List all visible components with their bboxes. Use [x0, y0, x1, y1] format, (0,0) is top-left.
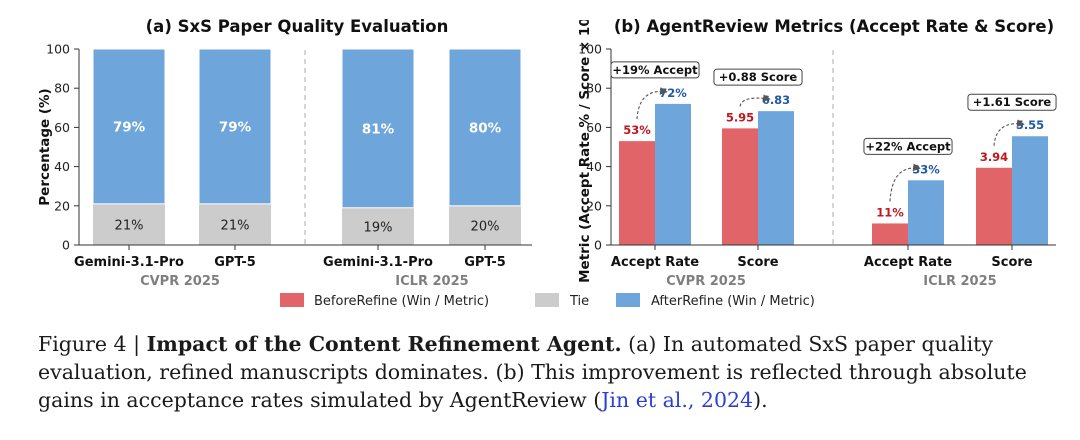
chart-a-ytick-label: 0: [62, 238, 70, 253]
chart-a-title: (a) SxS Paper Quality Evaluation: [146, 17, 449, 36]
legend-label-after: AfterRefine (Win / Metric): [651, 294, 815, 309]
figure: (a) SxS Paper Quality Evaluation Percent…: [37, 11, 1057, 309]
chart-a-bar-tie: [449, 205, 521, 245]
chart-b-xtick-label: Score: [991, 255, 1032, 270]
chart-a-ylabel: Percentage (%): [37, 88, 53, 205]
caption-label: Figure 4 |: [38, 332, 141, 356]
legend-label-before: BeforeRefine (Win / Metric): [314, 294, 489, 309]
chart-b-gain-arrow: [739, 94, 771, 107]
chart-a-label-tie: 20%: [471, 219, 500, 234]
chart-b-ytick-label: 60: [586, 120, 602, 135]
chart-b-xtick-label: Score: [737, 255, 778, 270]
chart-a-ytick-label: 100: [46, 42, 70, 57]
chart-b-ytick-label: 80: [586, 81, 602, 96]
chart-a-label-tie: 19%: [364, 220, 393, 235]
chart-a-label-after: 79%: [113, 119, 146, 135]
chart-b-title: (b) AgentReview Metrics (Accept Rate & S…: [614, 17, 1054, 36]
chart-a-label-tie: 21%: [115, 218, 144, 233]
legend-swatch-tie: [535, 293, 559, 307]
chart-a-bar-after: [198, 48, 272, 205]
chart-a-xtick-label: GPT-5: [464, 255, 506, 270]
chart-b-label-after: 5.55: [1016, 118, 1044, 132]
chart-a-bar-after: [341, 48, 415, 209]
chart-b-bar-after: [1012, 136, 1048, 245]
chart-b-label-after: 6.83: [762, 93, 790, 107]
chart-b-ytick-label: 100: [578, 42, 602, 57]
chart-b-label-before: 5.95: [726, 110, 754, 124]
chart-a-group-label-cvpr: CVPR 2025: [140, 274, 220, 289]
chart-b-ylabel-clip: Metric (Accept Rate % / Score × 10): [577, 11, 593, 283]
chart-b-annotation-box: [610, 61, 700, 79]
chart-a-label-after: 79%: [219, 119, 252, 135]
chart-a-ytick-label: 40: [54, 159, 70, 174]
chart-b-ylabel: Metric (Accept Rate % / Score × 10): [577, 11, 593, 283]
chart-b-label-after: 33%: [912, 162, 940, 176]
chart-a-xtick-label: GPT-5: [214, 255, 256, 270]
chart-b-xtick-label: Accept Rate: [864, 255, 952, 270]
figure-caption: Figure 4 | Impact of the Content Refinem…: [38, 330, 1053, 414]
chart-a-label-after: 80%: [469, 120, 502, 136]
chart-b-annotation-box: [863, 137, 953, 155]
chart-a-bar-after: [448, 48, 522, 207]
chart-b-label-before: 3.94: [980, 150, 1008, 164]
legend-swatch-before: [280, 293, 304, 307]
chart-b-bar-after: [655, 103, 691, 245]
chart-b-bar-before: [619, 141, 655, 245]
chart-a-xtick-label: Gemini-3.1-Pro: [74, 255, 184, 270]
chart-b-gain-arrow: [889, 163, 921, 202]
chart-b-ytick-label: 0: [594, 238, 602, 253]
legend: BeforeRefine (Win / Metric) Tie AfterRef…: [280, 293, 815, 309]
chart-b-bar-after: [908, 180, 944, 245]
chart-b-label-after: 72%: [659, 86, 687, 100]
chart-b-bar-before: [722, 128, 758, 245]
chart-a-bar-tie: [199, 203, 271, 245]
chart-a-label-tie: 21%: [221, 218, 250, 233]
chart-a-bar-tie: [93, 203, 165, 245]
chart-a-xtick-label: Gemini-3.1-Pro: [323, 255, 433, 270]
chart-a-bar-tie: [342, 207, 414, 245]
chart-b-gain-arrow: [993, 119, 1025, 146]
chart-b-annotation-label: +19% Accept: [612, 63, 698, 77]
chart-a-label-after: 81%: [362, 121, 395, 137]
legend-swatch-after: [616, 293, 640, 307]
chart-b-ytick-label: 40: [586, 159, 602, 174]
caption-bold: Impact of the Content Refinement Agent.: [146, 332, 622, 356]
chart-b-bar-after: [758, 111, 794, 245]
chart-a-ytick-label: 20: [54, 198, 70, 213]
chart-b-group-label-iclr: ICLR 2025: [923, 274, 996, 289]
chart-b-annotation-label: +1.61 Score: [973, 95, 1052, 109]
caption-text: (a) In automated SxS paper quality evalu…: [38, 332, 1027, 412]
chart-b-ytick-label: 20: [586, 198, 602, 213]
chart-b-label-before: 53%: [623, 123, 651, 137]
chart-a-ytick-label: 80: [54, 81, 70, 96]
caption-end: ).: [753, 388, 768, 412]
chart-b-gain-arrow: [636, 87, 668, 120]
legend-label-tie: Tie: [569, 294, 589, 309]
chart-b-annotation-label: +0.88 Score: [719, 70, 798, 84]
chart-b-bar-before: [872, 223, 908, 245]
chart-b-group-label-cvpr: CVPR 2025: [666, 274, 746, 289]
chart-b-annotation-box: [967, 93, 1057, 111]
chart-a-group-label-iclr: ICLR 2025: [395, 274, 468, 289]
chart-a-bar-after: [92, 48, 166, 205]
chart-b-label-before: 11%: [876, 205, 904, 219]
chart-a-ytick-label: 60: [54, 120, 70, 135]
chart-b-xtick-label: Accept Rate: [611, 255, 699, 270]
chart-b-annotation-box: [713, 68, 803, 86]
caption-citation[interactable]: Jin et al., 2024: [601, 388, 754, 412]
chart-b-bar-before: [976, 167, 1012, 245]
chart-b-annotation-label: +22% Accept: [865, 139, 951, 153]
